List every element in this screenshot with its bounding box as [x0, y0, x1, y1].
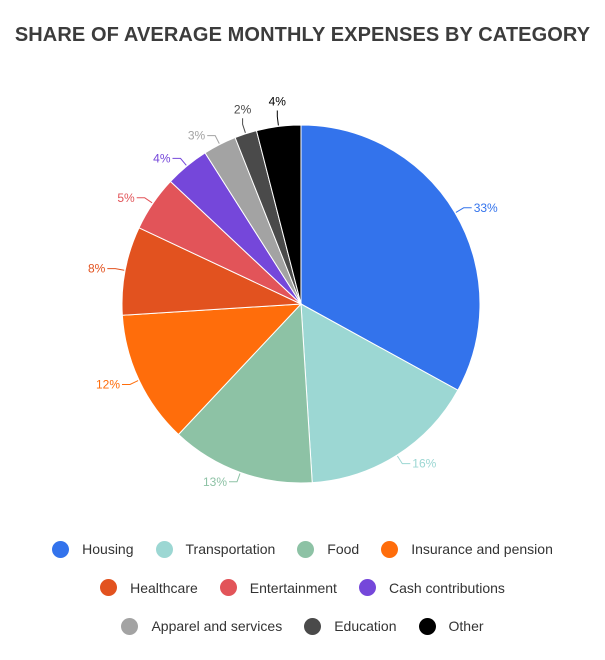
legend-label: Education — [334, 618, 397, 635]
label-connector-apparel-and-services — [207, 135, 220, 144]
legend-label: Apparel and services — [151, 618, 283, 635]
legend-row-2: Healthcare Entertainment Cash contribution… — [0, 569, 605, 608]
data-label-housing: 33% — [474, 201, 498, 215]
legend-label: Healthcare — [130, 579, 198, 596]
legend-item-healthcare: Healthcare — [100, 579, 198, 597]
data-label-education: 2% — [234, 102, 252, 116]
pie-chart: 33% 16% 13% 12% 8% 5% 4% 3% 2% 4% — [88, 95, 498, 489]
legend-row-1: Housing Transportation Food Insurance and p… — [0, 530, 605, 569]
legend-label: Other — [448, 618, 484, 635]
legend-label: Insurance and pension — [411, 541, 553, 558]
legend-row-3: Apparel and services Education Other — [0, 607, 605, 646]
legend-swatch — [121, 617, 139, 635]
pie-label-connectors — [107, 110, 472, 483]
legend-swatch — [100, 579, 118, 597]
label-connector-food — [229, 473, 241, 483]
pie-slices — [121, 124, 481, 484]
pie-slice-insurance-and-pension — [121, 303, 303, 436]
legend-item-insurance-and-pension: Insurance and pension — [381, 540, 553, 558]
legend-item-transportation: Transportation — [155, 540, 276, 558]
legend-swatch — [381, 540, 399, 558]
pie-slice-transportation — [300, 303, 459, 484]
legend-label: Cash contributions — [388, 579, 505, 596]
label-connector-entertainment — [136, 197, 153, 204]
legend-item-housing: Housing — [52, 540, 134, 558]
label-connector-housing — [455, 207, 472, 213]
data-label-healthcare: 8% — [88, 262, 106, 276]
label-connector-education — [242, 118, 246, 133]
data-label-cash-contributions: 4% — [153, 151, 171, 165]
legend-item-food: Food — [297, 540, 360, 558]
legend-swatch — [297, 540, 315, 558]
legend-swatch — [418, 617, 436, 635]
legend-item-cash-contributions: Cash contributions — [358, 579, 505, 597]
legend-swatch — [52, 540, 70, 558]
legend-label: Entertainment — [249, 579, 337, 596]
pie-data-labels: 33% 16% 13% 12% 8% 5% 4% 3% 2% 4% — [88, 95, 498, 489]
legend-item-education: Education — [304, 617, 397, 635]
label-connector-insurance-and-pension — [122, 380, 139, 385]
data-label-food: 13% — [203, 475, 227, 489]
data-label-entertainment: 5% — [117, 191, 135, 205]
legend-swatch — [219, 579, 237, 597]
legend-label: Housing — [82, 541, 134, 558]
chart-legend: Housing Transportation Food Insurance and p… — [0, 530, 605, 646]
legend-item-apparel-and-services: Apparel and services — [121, 617, 283, 635]
pie-slice-food — [177, 302, 313, 484]
legend-item-other: Other — [418, 617, 484, 635]
data-label-other: 4% — [269, 95, 287, 109]
pie-slice-other — [255, 124, 302, 305]
legend-label: Food — [327, 541, 360, 558]
chart-title: SHARE OF AVERAGE MONTHLY EXPENSES BY CAT… — [14, 24, 591, 46]
pie-slice-healthcare — [121, 227, 302, 316]
legend-swatch — [358, 579, 376, 597]
data-label-insurance-and-pension: 12% — [96, 378, 120, 392]
legend-swatch — [155, 540, 173, 558]
data-label-apparel-and-services: 3% — [188, 129, 206, 143]
label-connector-healthcare — [107, 268, 125, 271]
data-label-transportation: 16% — [412, 457, 436, 471]
label-connector-cash-contributions — [172, 157, 187, 166]
label-connector-other — [276, 110, 279, 126]
pie-slice-housing — [300, 124, 481, 391]
legend-swatch — [304, 617, 322, 635]
legend-item-entertainment: Entertainment — [219, 579, 337, 597]
legend-label: Transportation — [185, 541, 276, 558]
label-connector-transportation — [396, 455, 411, 465]
